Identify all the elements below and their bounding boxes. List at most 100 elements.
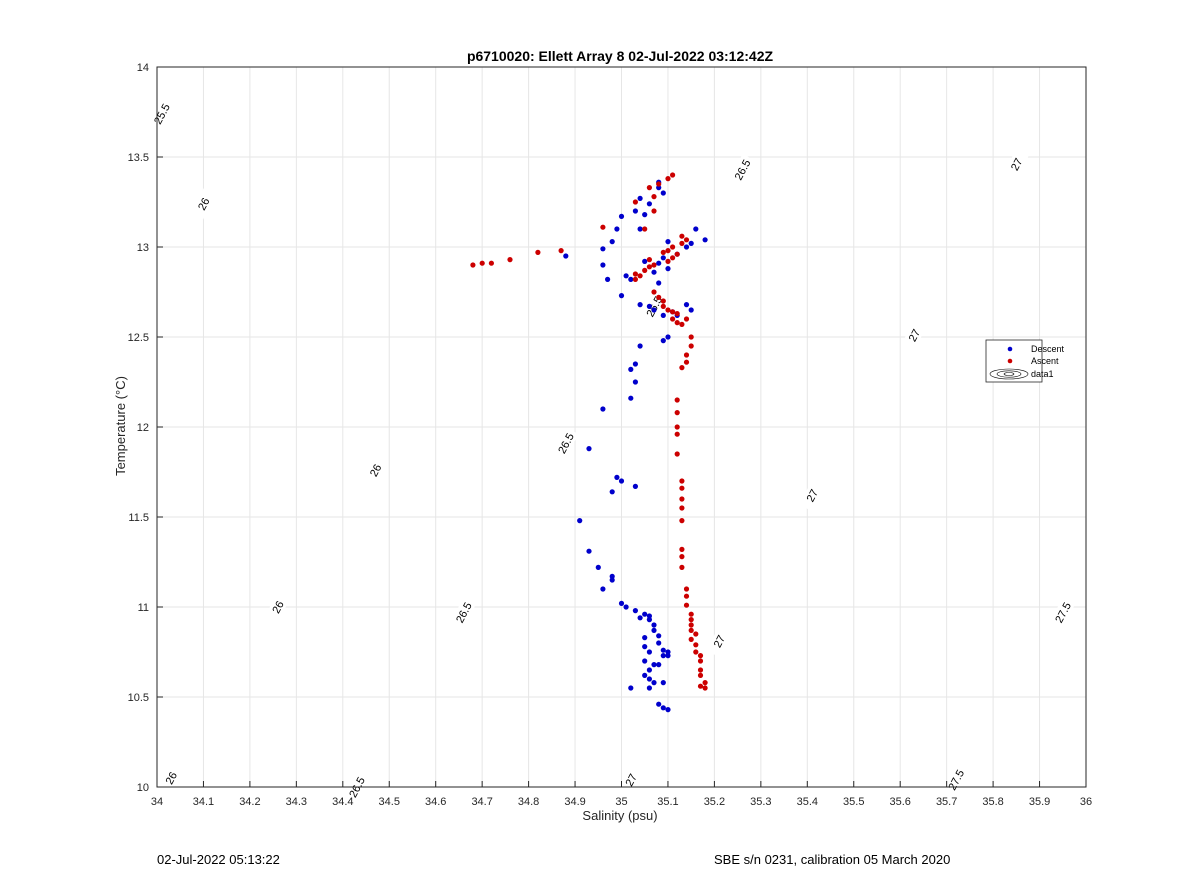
ascent-point [642,226,648,232]
x-tick-label: 34.7 [471,796,492,808]
descent-point [656,662,662,668]
ascent-point [646,264,653,270]
ascent-point [535,249,541,255]
descent-point [660,653,666,659]
descent-point [600,586,606,592]
ascent-point [651,262,657,268]
descent-point [600,406,606,412]
descent-point [623,604,629,610]
ascent-point [632,271,639,277]
x-axis-label: Salinity (psu) [582,808,657,823]
ascent-point [683,602,690,608]
ascent-point [637,273,643,279]
ascent-point [674,397,680,403]
x-tick-label: 34.9 [564,796,585,808]
ascent-point [702,680,708,686]
descent-point [665,266,671,272]
descent-point [646,649,653,655]
descent-point [618,478,625,484]
descent-point [642,644,648,650]
descent-point [637,226,643,232]
grid-lines [156,66,1087,788]
contour-label: 26 [270,599,286,615]
descent-point [609,239,615,245]
ascent-point [697,672,704,679]
y-tick-label: 13.5 [128,152,149,164]
ascent-point [665,258,671,264]
ascent-point [697,683,704,689]
descent-point [632,208,639,214]
descent-point [651,627,657,634]
ascent-point [674,424,680,430]
ascent-point [651,289,657,295]
ascent-point [683,586,690,592]
ascent-point [688,611,694,617]
descent-point [632,379,639,385]
descent-point [651,269,657,275]
x-tick-label: 34.3 [286,796,307,808]
ascent-point [679,554,685,560]
ascent-point [688,334,694,340]
descent-point [651,680,657,686]
legend-ascent-marker [1007,358,1013,364]
contour-label-bg [729,153,756,186]
ascent-point [683,237,690,243]
ascent-point [642,267,648,273]
descent-point [586,548,592,554]
descent-point [618,293,625,299]
descent-point [665,239,671,245]
descent-point [665,334,671,340]
ascent-point [679,518,685,524]
y-tick-label: 11 [138,602,149,614]
ascent-point [674,410,680,416]
descent-point [600,246,606,252]
descent-point [646,303,653,309]
ascent-point [656,294,662,300]
descent-point [623,273,629,279]
ascent-point [665,176,671,182]
descent-points [563,179,708,713]
ascent-point [679,233,685,239]
ascent-point [679,496,685,502]
ascent-point [683,352,690,358]
descent-point [646,685,653,691]
descent-point [637,302,643,308]
descent-point [614,226,620,232]
x-tick-label: 34.5 [379,796,400,808]
descent-point [660,338,666,344]
legend[interactable]: Descent Ascent data1 [985,339,1065,383]
descent-point [642,611,648,617]
x-tick-label: 35.4 [797,796,818,808]
descent-point [646,667,653,673]
descent-point [637,615,643,621]
descent-point [683,244,690,250]
contour-label: 26 [368,462,384,478]
x-tick-label: 35.3 [750,796,771,808]
descent-point [656,633,662,639]
ascent-point [660,303,666,309]
ascent-point [674,451,680,457]
descent-point [660,705,666,711]
ascent-point [688,343,694,349]
ascent-point [693,649,699,655]
x-tick-label: 34 [151,796,163,808]
x-tick-label: 34.4 [332,796,353,808]
ascent-point [702,685,708,691]
footer-calibration: SBE s/n 0231, calibration 05 March 2020 [714,852,951,867]
x-tick-label: 34.6 [425,796,446,808]
descent-point [702,237,708,243]
descent-point [642,658,648,664]
ascent-point [651,194,657,200]
contour-label: 27 [712,633,728,649]
contour-label: 26 [196,196,212,212]
legend-descent-label: Descent [1031,344,1065,354]
legend-data1-label: data1 [1031,369,1054,379]
y-axis-label: Temperature (°C) [113,376,128,476]
contour-label-bg [943,764,969,796]
ascent-point [670,255,676,261]
descent-point [660,647,666,653]
contour-label-bg [158,762,184,794]
ascent-point [479,260,485,266]
ascent-point [688,627,694,634]
